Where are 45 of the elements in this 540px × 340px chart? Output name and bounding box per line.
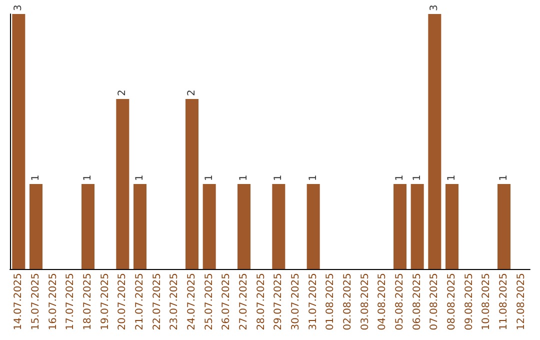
x-tick-label: 27.07.2025 xyxy=(238,273,250,330)
x-tick-label: 09.08.2025 xyxy=(464,273,475,330)
x-tick-label: 20.07.2025 xyxy=(117,273,128,330)
x-tick-label: 24.07.2025 xyxy=(186,273,198,330)
x-tick-label: 15.07.2025 xyxy=(30,273,42,330)
data-label: 1 xyxy=(308,174,319,181)
x-tick-label: 02.08.2025 xyxy=(342,273,354,330)
x-tick-label: 01.08.2025 xyxy=(325,273,336,330)
data-label: 1 xyxy=(394,174,406,181)
x-tick-label: 17.07.2025 xyxy=(65,273,76,330)
x-tick-label: 31.07.2025 xyxy=(308,273,319,330)
x-tick-label: 06.08.2025 xyxy=(412,273,423,330)
x-tick-label: 28.07.2025 xyxy=(256,273,267,330)
x-tick-label: 30.07.2025 xyxy=(290,273,302,330)
x-tick-label: 21.07.2025 xyxy=(134,273,146,330)
x-tick-label: 14.07.2025 xyxy=(13,273,24,330)
data-label: 1 xyxy=(82,174,94,181)
data-label: 3 xyxy=(429,4,440,11)
data-label: 1 xyxy=(30,174,42,181)
data-label: 1 xyxy=(446,174,458,181)
data-label: 1 xyxy=(204,174,215,181)
x-tick-label: 18.07.2025 xyxy=(82,273,94,330)
x-tick-label: 03.08.2025 xyxy=(360,273,371,330)
x-tick-label: 25.07.2025 xyxy=(204,273,215,330)
data-label: 1 xyxy=(498,174,510,181)
x-tick-label: 05.08.2025 xyxy=(394,273,406,330)
x-tick-label: 19.07.2025 xyxy=(100,273,111,330)
x-tick-label: 10.08.2025 xyxy=(481,273,492,330)
x-tick-label: 26.07.2025 xyxy=(221,273,232,330)
data-label: 3 xyxy=(13,4,24,11)
x-tick-label: 16.07.2025 xyxy=(48,273,59,330)
x-tick-label: 07.08.2025 xyxy=(429,273,440,330)
x-tick-label: 12.08.2025 xyxy=(516,273,527,330)
data-label: 2 xyxy=(186,90,198,96)
x-tick-label: 29.07.2025 xyxy=(273,273,284,330)
x-tick-label: 08.08.2025 xyxy=(446,273,458,330)
data-label: 1 xyxy=(134,174,146,181)
x-tick-label: 22.07.2025 xyxy=(152,273,163,330)
data-label: 1 xyxy=(273,174,284,181)
x-tick-label: 11.08.2025 xyxy=(498,273,510,330)
x-tick-label: 23.07.2025 xyxy=(169,273,180,330)
data-label: 1 xyxy=(412,174,423,181)
x-tick-label: 04.08.2025 xyxy=(377,273,388,330)
data-label: 1 xyxy=(238,174,250,181)
data-label: 2 xyxy=(117,90,128,96)
